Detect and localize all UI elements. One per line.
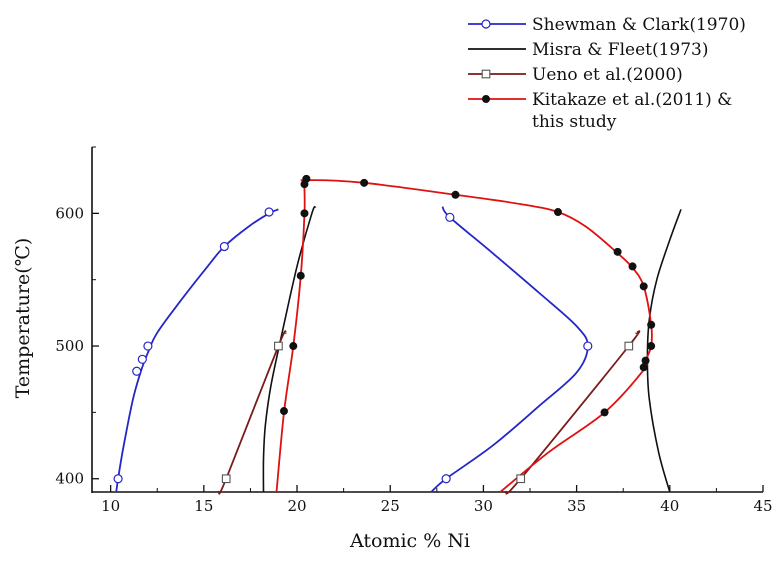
y-axis-title: Temperature(℃) [12,238,34,399]
legend-marker-ueno-et-al-2000 [481,69,491,79]
legend-label-line: this study [532,112,617,132]
legend-marker-shewman-clark-1970 [481,19,491,29]
x-tick-label-40: 40 [660,497,679,515]
legend-label-line: Shewman & Clark(1970) [532,15,746,35]
data-point-kitakaze-et-al-2011-this-study-1-7 [360,178,369,187]
data-point-kitakaze-et-al-2011-this-study-1-12 [639,282,648,291]
data-point-shewman-clark-1970-1-3 [137,354,147,364]
x-tick-label-35: 35 [567,497,586,515]
legend-label-kitakaze-et-al-2011-this-study: Kitakaze et al.(2011) & this study [532,90,732,132]
series-line-shewman-clark-1970-2 [430,206,589,493]
data-point-shewman-clark-1970-1-5 [219,241,229,252]
x-tick-label-30: 30 [474,497,493,515]
markers [113,174,656,484]
data-point-kitakaze-et-al-2011-this-study-1-6 [302,174,311,183]
data-point-ueno-et-al-2000-1-2 [274,341,283,351]
data-point-kitakaze-et-al-2011-this-study-1-9 [553,208,562,217]
series-line-ueno-et-al-2000-1 [217,330,287,495]
data-point-shewman-clark-1970-1-4 [143,341,153,351]
series-line-misra-fleet-1973-2 [646,209,682,493]
y-ticks: 400 500 600 [55,146,99,488]
data-point-shewman-clark-1970-1-1 [113,474,123,484]
series-line-misra-fleet-1973-1 [262,205,317,493]
data-point-kitakaze-et-al-2011-this-study-1-10 [613,247,622,256]
data-point-ueno-et-al-2000-1-1 [221,474,231,484]
legend-label-line: Kitakaze et al.(2011) & [532,90,732,110]
x-tick-label-20: 20 [287,497,306,515]
data-point-ueno-et-al-2000-2-1 [516,474,526,484]
x-ticks: 10 15 20 25 30 35 40 45 [101,485,773,515]
data-point-kitakaze-et-al-2011-this-study-1-17 [600,408,609,417]
data-point-shewman-clark-1970-1-2 [132,366,142,376]
data-point-kitakaze-et-al-2011-this-study-1-13 [647,320,656,329]
y-tick-label-500: 500 [55,337,84,355]
data-point-shewman-clark-1970-2-3 [445,212,455,222]
x-axis-title: Atomic % Ni [349,530,470,552]
x-tick-label-15: 15 [194,497,213,515]
data-point-kitakaze-et-al-2011-this-study-1-1 [279,407,288,416]
y-tick-label-600: 600 [55,204,84,222]
data-point-kitakaze-et-al-2011-this-study-1-15 [641,356,650,365]
data-point-ueno-et-al-2000-2-2 [624,341,634,351]
legend-label-misra-fleet-1973: Misra & Fleet(1973) [532,40,708,60]
data-point-kitakaze-et-al-2011-this-study-1-14 [647,342,656,351]
axes [91,147,763,493]
data-point-kitakaze-et-al-2011-this-study-1-3 [296,271,305,280]
data-point-kitakaze-et-al-2011-this-study-1-11 [628,262,637,271]
x-tick-label-45: 45 [753,497,772,515]
x-tick-label-25: 25 [381,497,400,515]
series-line-ueno-et-al-2000-2 [505,330,641,495]
data-point-shewman-clark-1970-1-6 [264,207,274,217]
data-point-shewman-clark-1970-2-1 [441,474,451,484]
series-line-kitakaze-et-al-2011-this-study-1 [275,179,653,493]
legend-label-line: Ueno et al.(2000) [532,65,683,85]
curves [115,179,682,495]
x-tick-label-10: 10 [101,497,120,515]
legend-marker-kitakaze-et-al-2011-this-study [481,95,490,104]
data-point-shewman-clark-1970-2-2 [583,341,593,351]
data-point-kitakaze-et-al-2011-this-study-1-16 [639,363,648,372]
legend-label-shewman-clark-1970: Shewman & Clark(1970) [532,15,746,35]
data-point-kitakaze-et-al-2011-this-study-1-8 [451,190,460,199]
legend: Shewman & Clark(1970) Misra & Fleet(1973)… [468,15,746,132]
legend-label-ueno-et-al-2000: Ueno et al.(2000) [532,65,683,85]
series-line-shewman-clark-1970-1 [115,208,279,493]
legend-label-line: Misra & Fleet(1973) [532,40,708,60]
data-point-kitakaze-et-al-2011-this-study-1-2 [289,342,298,351]
data-point-kitakaze-et-al-2011-this-study-1-4 [300,209,309,218]
y-tick-label-400: 400 [55,470,84,488]
